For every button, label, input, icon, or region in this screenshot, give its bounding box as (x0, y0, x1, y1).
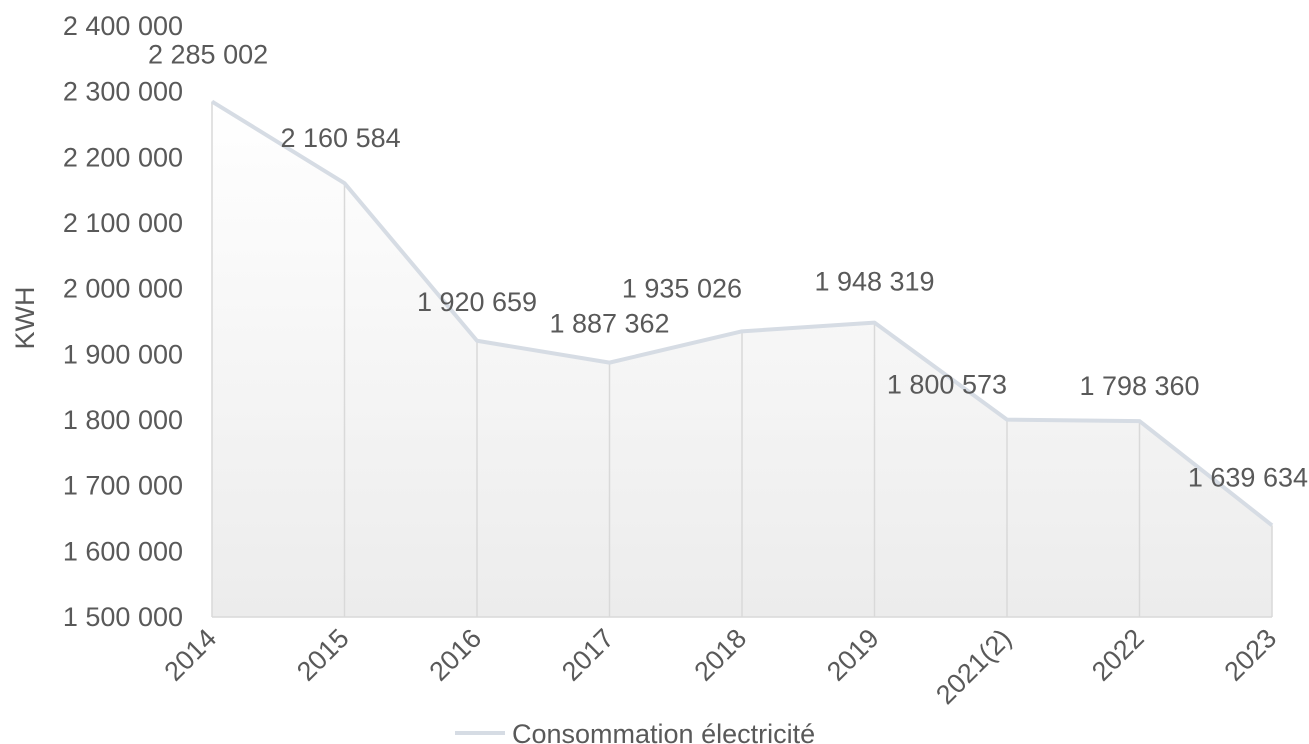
y-axis: 1 500 000 1 600 000 1 700 000 1 800 000 1 90… (63, 11, 183, 632)
x-tick-label: 2021(2) (930, 623, 1017, 710)
x-tick-label: 2018 (689, 623, 753, 687)
series-line (210, 99, 1274, 527)
y-axis-title: KWH (10, 287, 40, 350)
data-label: 1 920 659 (417, 287, 537, 317)
data-label: 2 285 002 (148, 40, 268, 70)
x-tick-label: 2016 (424, 623, 488, 687)
y-tick-label: 2 100 000 (63, 208, 183, 238)
x-tick-label: 2015 (291, 623, 355, 687)
y-tick-label: 1 500 000 (63, 602, 183, 632)
y-tick-label: 2 200 000 (63, 142, 183, 172)
data-label: 1 948 319 (814, 267, 934, 297)
y-tick-label: 1 700 000 (63, 471, 183, 501)
legend: Consommation électricité (455, 719, 815, 744)
x-axis: 2014 2015 2016 2017 2018 2019 2021(2) 2022 2023 (159, 623, 1283, 710)
x-tick-label: 2022 (1086, 623, 1150, 687)
data-label: 2 160 584 (281, 123, 401, 153)
y-tick-label: 1 900 000 (63, 339, 183, 369)
data-label: 1 800 573 (887, 370, 1007, 400)
data-label: 1 639 634 (1188, 462, 1308, 492)
data-label: 1 935 026 (622, 273, 742, 303)
legend-series-name: Consommation électricité (512, 719, 815, 744)
y-tick-label: 2 000 000 (63, 274, 183, 304)
data-labels: 2 285 002 2 160 584 1 920 659 1 887 362 1 93… (148, 40, 1308, 493)
data-label: 1 798 360 (1079, 371, 1199, 401)
y-tick-label: 2 400 000 (63, 11, 183, 41)
plot-area (210, 99, 1274, 618)
x-tick-label: 2023 (1219, 623, 1283, 687)
y-tick-label: 1 600 000 (63, 536, 183, 566)
x-tick-label: 2017 (556, 623, 620, 687)
x-tick-label: 2014 (159, 623, 223, 687)
y-tick-label: 1 800 000 (63, 405, 183, 435)
y-tick-label: 2 300 000 (63, 77, 183, 107)
x-tick-label: 2019 (821, 623, 885, 687)
data-label: 1 887 362 (549, 309, 669, 339)
